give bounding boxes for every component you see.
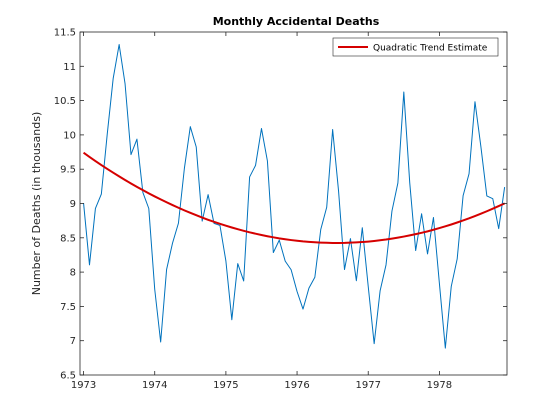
x-tick-label: 1976	[284, 380, 309, 391]
y-tick-label: 11.5	[54, 28, 76, 39]
series-layer	[82, 44, 506, 349]
legend-box	[332, 37, 499, 57]
y-tick-label: 9.5	[60, 165, 76, 176]
x-tick-label: 1977	[355, 380, 380, 391]
plot-area: 1973 1974 1975 1976 1977 1978 6.5 7 7.5 8 8.5 9 9.5…	[54, 28, 508, 391]
legend: Quadratic Trend Estimate	[332, 37, 499, 57]
legend-label-trend: Quadratic Trend Estimate	[373, 44, 488, 54]
x-tick-label: 1974	[142, 380, 167, 391]
y-tick-label: 7.5	[60, 302, 76, 313]
y-tick-label: 10.5	[54, 96, 76, 107]
chart-title: Monthly Accidental Deaths	[213, 15, 380, 28]
trend-series-line	[82, 151, 506, 244]
y-tick-label: 10	[63, 130, 76, 141]
y-tick-label: 9	[70, 199, 76, 210]
y-axis: 6.5 7 7.5 8 8.5 9 9.5 10 10.5 11 11.5	[54, 28, 507, 382]
y-tick-label: 6.5	[60, 371, 76, 382]
x-tick-label: 1975	[213, 380, 238, 391]
y-tick-label: 8.5	[60, 233, 76, 244]
y-tick-label: 7	[70, 336, 76, 347]
y-tick-label: 8	[70, 268, 76, 279]
y-axis-label: Number of Deaths (in thousands)	[30, 112, 43, 296]
x-tick-label: 1973	[71, 380, 96, 391]
x-tick-label: 1978	[427, 380, 452, 391]
x-axis: 1973 1974 1975 1976 1977 1978	[71, 32, 452, 391]
axes-background	[80, 32, 507, 375]
y-tick-label: 11	[63, 62, 76, 73]
